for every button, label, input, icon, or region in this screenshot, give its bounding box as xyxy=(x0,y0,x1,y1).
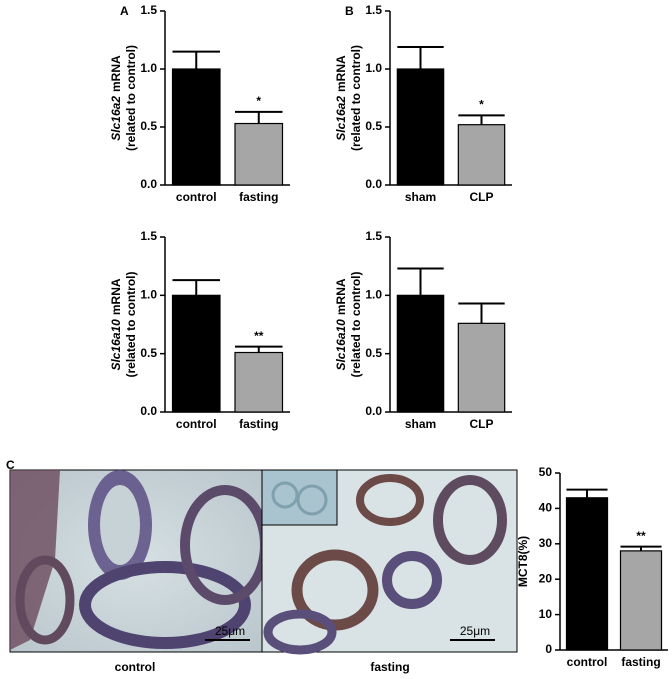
y-tick-label: 1.0 xyxy=(140,61,157,75)
y-tick-label: 1.5 xyxy=(365,3,382,17)
bar xyxy=(396,68,445,186)
bar xyxy=(457,124,506,186)
y-axis-label: Slc16a2 mRNA xyxy=(109,55,123,141)
x-tick-label: fasting xyxy=(621,655,660,669)
y-axis-label-unit: mRNA xyxy=(334,278,348,315)
y-axis-label-unit: mRNA xyxy=(109,278,123,315)
x-tick-label: control xyxy=(567,655,608,669)
y-tick-label: 0.5 xyxy=(140,346,157,360)
y-axis-label-unit: mRNA xyxy=(109,55,123,92)
y-axis-label: MCT8(%) xyxy=(516,536,530,587)
y-tick-label: 0.0 xyxy=(140,404,157,418)
bar xyxy=(234,351,284,413)
micrograph-fasting xyxy=(261,469,518,655)
significance-label: ** xyxy=(254,329,264,343)
significance-label: ** xyxy=(636,529,646,543)
bar xyxy=(619,550,663,651)
significance-label: * xyxy=(256,94,261,108)
y-axis-label-gene: Slc16a10 xyxy=(334,319,348,371)
x-tick-label: sham xyxy=(405,417,436,431)
y-tick-label: 1.5 xyxy=(365,229,382,243)
y-axis-label: Slc16a10 mRNA xyxy=(334,278,348,370)
y-tick-label: 1.0 xyxy=(365,61,382,75)
y-axis-label-gene: Slc16a2 xyxy=(334,96,348,141)
y-axis-label-note: (related to control) xyxy=(124,45,138,151)
y-axis-label-unit: mRNA xyxy=(334,55,348,92)
bar xyxy=(565,497,609,651)
x-tick-label: control xyxy=(176,417,217,431)
panel-label: C xyxy=(6,458,15,472)
bar xyxy=(396,294,445,413)
micrograph-control xyxy=(9,469,270,653)
significance-label: * xyxy=(479,98,484,112)
y-tick-label: 1.0 xyxy=(365,288,382,302)
y-axis-label-note: (related to control) xyxy=(349,271,363,377)
x-tick-label: fasting xyxy=(239,190,278,204)
bar xyxy=(171,294,221,413)
y-axis-label-note: (related to control) xyxy=(124,271,138,377)
y-tick-label: 0.0 xyxy=(140,177,157,191)
y-tick-label: 0.5 xyxy=(140,119,157,133)
y-tick-label: 30 xyxy=(539,536,553,550)
y-tick-label: 0.0 xyxy=(365,177,382,191)
bar xyxy=(234,122,284,186)
micrograph-caption: fasting xyxy=(370,660,409,674)
scale-bar-label: 25μm xyxy=(215,624,245,638)
y-tick-label: 1.5 xyxy=(140,3,157,17)
panel-label: B xyxy=(345,4,354,18)
y-tick-label: 20 xyxy=(539,571,553,585)
y-tick-label: 1.0 xyxy=(140,288,157,302)
bar xyxy=(457,322,506,413)
y-tick-label: 0.0 xyxy=(365,404,382,418)
y-tick-label: 10 xyxy=(539,607,553,621)
x-tick-label: fasting xyxy=(239,417,278,431)
y-tick-label: 0.5 xyxy=(365,119,382,133)
scale-bar-label: 25μm xyxy=(460,624,490,638)
y-axis-label-gene: Slc16a10 xyxy=(109,319,123,371)
y-tick-label: 50 xyxy=(539,465,553,479)
micrograph-caption: control xyxy=(115,660,156,674)
y-tick-label: 1.5 xyxy=(140,229,157,243)
y-axis-label: Slc16a2 mRNA xyxy=(334,55,348,141)
panel-label: A xyxy=(120,4,129,18)
y-axis-label: Slc16a10 mRNA xyxy=(109,278,123,370)
y-axis-label-gene: Slc16a2 xyxy=(109,96,123,141)
x-tick-label: control xyxy=(176,190,217,204)
bar xyxy=(171,68,221,186)
y-tick-label: 0.5 xyxy=(365,346,382,360)
x-tick-label: CLP xyxy=(470,190,494,204)
y-axis-label-note: (related to control) xyxy=(349,45,363,151)
y-tick-label: 0 xyxy=(545,642,552,656)
x-tick-label: CLP xyxy=(470,417,494,431)
x-tick-label: sham xyxy=(405,190,436,204)
y-tick-label: 40 xyxy=(539,501,553,515)
